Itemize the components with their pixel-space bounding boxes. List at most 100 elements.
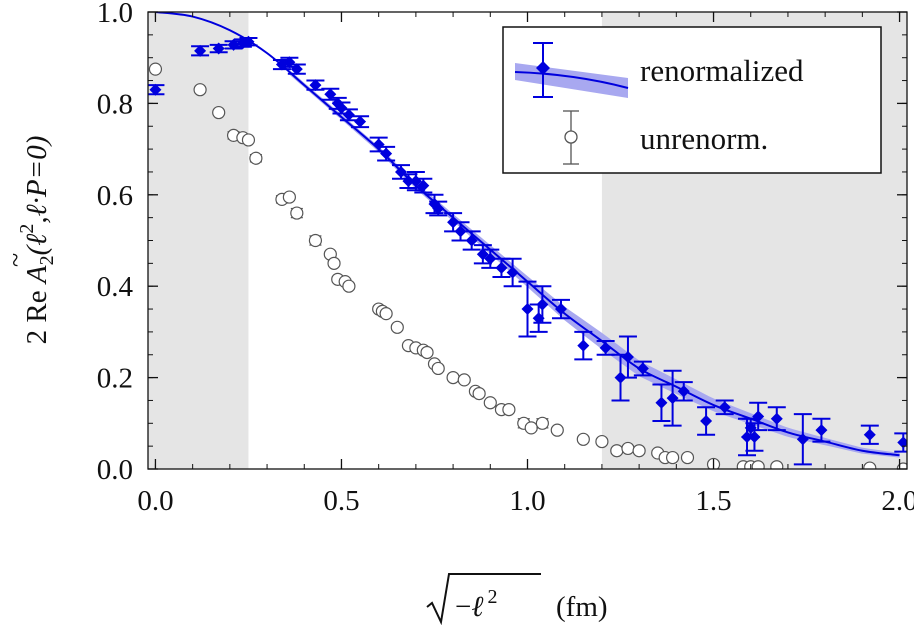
legend-label-unrenormalized: unrenorm. bbox=[640, 121, 768, 156]
renormalized-point-24 bbox=[451, 221, 470, 242]
renormalized-point-41 bbox=[674, 381, 693, 402]
unrenorm-point-49 bbox=[751, 460, 765, 469]
unrenorm-point-45 bbox=[680, 450, 695, 465]
unrenorm-point-29 bbox=[472, 386, 486, 401]
y-tick-label: 0.2 bbox=[97, 363, 133, 395]
renormalized-point-32 bbox=[533, 285, 552, 324]
svg-text:−ℓ2: −ℓ 2 bbox=[455, 586, 497, 623]
renormalized-point-48 bbox=[767, 406, 786, 432]
renormalized-point-38 bbox=[633, 360, 652, 377]
unrenorm-point-25 bbox=[431, 361, 445, 376]
renormalized-point-34 bbox=[574, 330, 593, 361]
x-tick-label: 2.0 bbox=[881, 485, 914, 517]
renormalized-point-43 bbox=[715, 399, 734, 416]
unrenorm-point-27 bbox=[457, 373, 471, 387]
unrenorm-point-39 bbox=[610, 444, 624, 458]
shaded-region-0 bbox=[148, 12, 249, 469]
renormalized-point-1 bbox=[191, 44, 210, 57]
unrenorm-point-30 bbox=[483, 396, 497, 410]
unrenorm-point-12 bbox=[327, 256, 341, 270]
unrenorm-point-26 bbox=[446, 371, 460, 385]
unrenorm-point-50 bbox=[770, 460, 784, 469]
unrenorm-point-38 bbox=[595, 434, 609, 449]
legend-box bbox=[502, 26, 882, 174]
renormalized-point-42 bbox=[697, 406, 716, 436]
unrenorm-point-2 bbox=[212, 105, 226, 120]
y-label-tilde: ~ bbox=[1, 253, 30, 267]
unrenorm-point-18 bbox=[379, 307, 393, 321]
unrenorm-point-10 bbox=[308, 233, 323, 248]
y-tick-label: 0.8 bbox=[97, 88, 133, 120]
x-label-minus: − bbox=[455, 591, 471, 623]
legend-unrenorm-marker bbox=[563, 110, 579, 165]
unrenorm-point-37 bbox=[576, 432, 590, 446]
renormalized-point-20 bbox=[414, 177, 433, 194]
renormalized-point-13 bbox=[339, 108, 358, 122]
x-tick-label: 1.5 bbox=[695, 485, 731, 517]
x-label-symbol: ℓ bbox=[471, 591, 483, 623]
renormalized-point-14 bbox=[351, 115, 370, 129]
y-axis-label: 2 Re A2(ℓ2,ℓ·P=0) ~ bbox=[1, 136, 58, 345]
y-tick-label: 0.6 bbox=[97, 180, 133, 212]
legend: renormalized unrenorm. bbox=[502, 26, 882, 174]
x-label-superscript: 2 bbox=[487, 586, 497, 608]
renormalized-point-46 bbox=[745, 422, 764, 452]
x-tick-label: 0.5 bbox=[323, 485, 359, 517]
y-tick-label: 0.0 bbox=[97, 454, 133, 486]
legend-renorm-line bbox=[514, 71, 629, 89]
unrenorm-point-34 bbox=[524, 421, 538, 435]
renormalized-point-18 bbox=[399, 173, 418, 189]
unrenorm-point-6 bbox=[249, 151, 263, 165]
renormalized-point-0 bbox=[148, 83, 165, 96]
unrenorm-point-51 bbox=[863, 461, 877, 469]
y-tick-label: 1.0 bbox=[97, 0, 133, 29]
renormalized-point-33 bbox=[551, 298, 570, 320]
svg-text:2 Re A2(ℓ2,ℓ·P=0): 2 Re A2(ℓ2,ℓ·P=0) bbox=[16, 136, 58, 345]
renormalized-point-25 bbox=[462, 230, 481, 251]
y-label-sub: 2 bbox=[36, 255, 58, 265]
y-label-rest: ,ℓ·P=0) bbox=[21, 136, 53, 224]
x-axis-label: −ℓ 2 (fm) bbox=[426, 573, 608, 625]
renormalized-point-2 bbox=[209, 42, 228, 55]
renormalized-series bbox=[148, 35, 907, 466]
unrenorm-point-36 bbox=[550, 423, 564, 437]
renormalized-point-5 bbox=[239, 35, 258, 48]
unrenorm-point-23 bbox=[420, 345, 434, 360]
x-tick-label: 0.0 bbox=[137, 485, 173, 517]
renormalized-point-37 bbox=[618, 335, 637, 379]
x-tick-labels: 0.0 0.5 1.0 1.5 2.0 bbox=[137, 485, 914, 517]
unrenorm-point-15 bbox=[342, 279, 356, 293]
y-label-args: (ℓ bbox=[21, 234, 53, 256]
renormalized-point-52 bbox=[894, 432, 907, 453]
y-tick-labels: 0.0 0.2 0.4 0.6 0.8 1.0 bbox=[97, 0, 134, 486]
axis-ticks bbox=[148, 11, 907, 470]
legend-renorm-marker bbox=[533, 42, 553, 98]
renormalized-point-26 bbox=[473, 244, 492, 265]
unrenorm-point-0 bbox=[148, 62, 163, 76]
renormalized-point-9 bbox=[306, 79, 325, 92]
renormalized-point-49 bbox=[793, 413, 812, 466]
unrenorm-point-40 bbox=[621, 441, 635, 456]
y-label-prefix: 2 Re bbox=[21, 283, 53, 344]
unrenorm-point-41 bbox=[632, 444, 646, 458]
unrenorm-point-5 bbox=[241, 133, 256, 147]
renormalized-point-8 bbox=[287, 63, 306, 76]
renormalized-point-29 bbox=[503, 257, 522, 288]
renormalized-point-30 bbox=[518, 280, 537, 338]
unrenorm-point-9 bbox=[290, 206, 304, 220]
x-label-unit: (fm) bbox=[556, 591, 608, 623]
x-tick-label: 1.0 bbox=[509, 485, 545, 517]
unrenorm-point-35 bbox=[535, 416, 549, 430]
unrenorm-point-8 bbox=[282, 190, 296, 204]
renormalized-point-16 bbox=[377, 145, 396, 162]
unrenorm-point-19 bbox=[390, 320, 404, 334]
unrenorm-point-44 bbox=[666, 450, 680, 465]
renormalized-point-50 bbox=[812, 417, 831, 443]
legend-label-renormalized: renormalized bbox=[640, 53, 804, 88]
y-tick-label: 0.4 bbox=[97, 271, 134, 303]
renormalized-point-51 bbox=[860, 424, 879, 445]
y-label-A: A bbox=[21, 265, 53, 285]
renormalized-point-39 bbox=[652, 383, 671, 423]
y-label-sup: 2 bbox=[16, 224, 38, 234]
